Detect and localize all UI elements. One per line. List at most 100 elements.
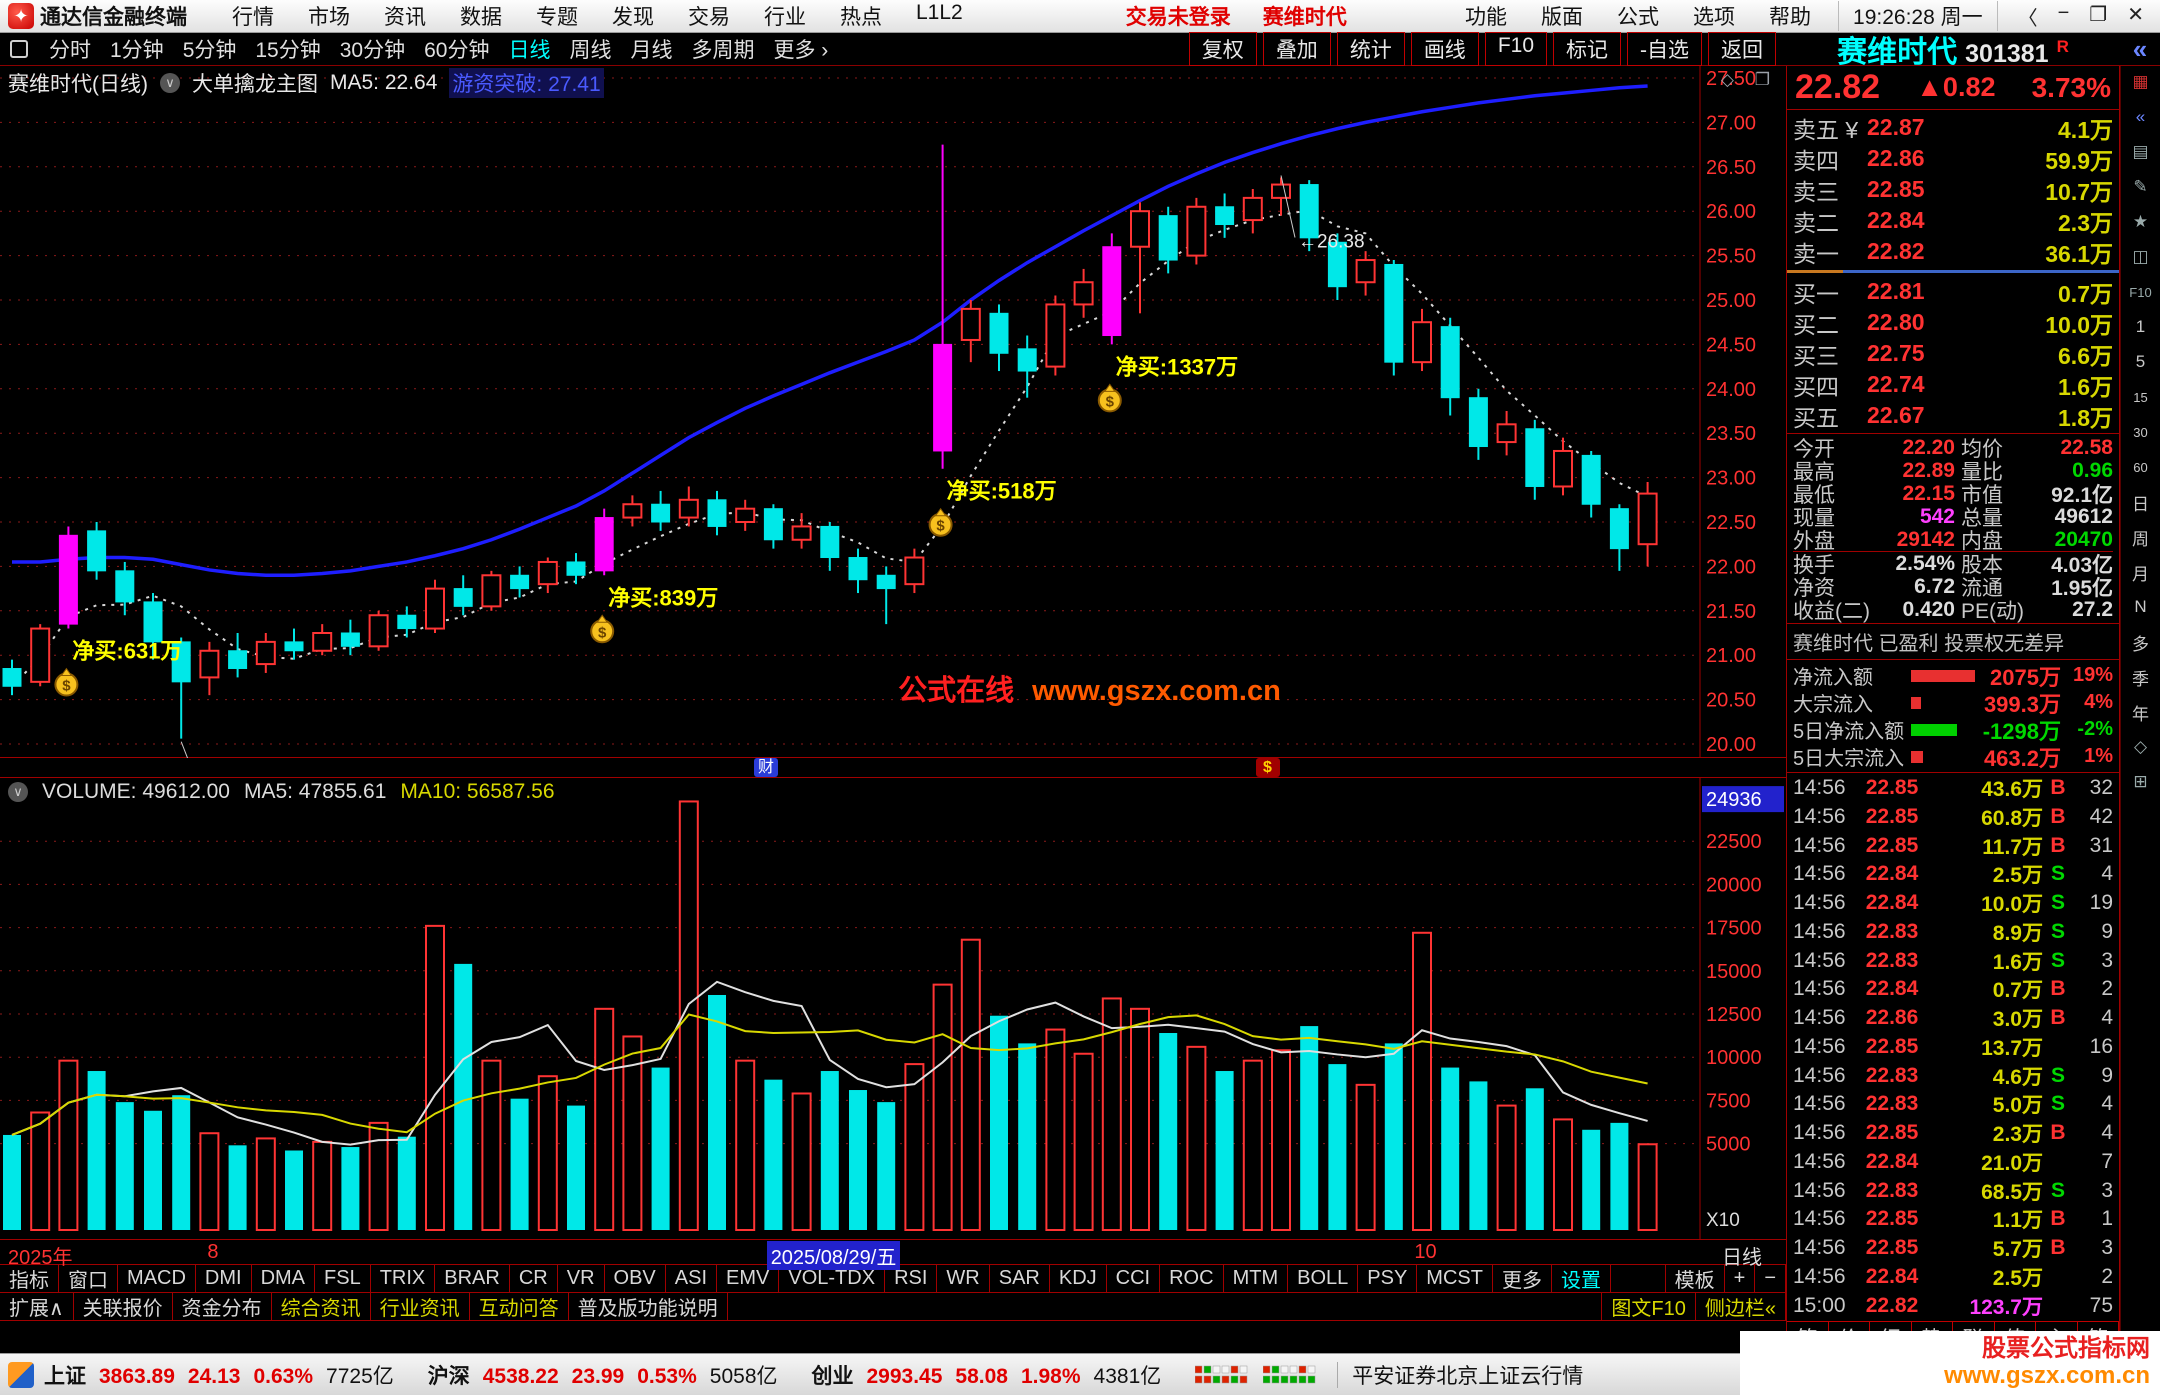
- minimize-button[interactable]: −: [2057, 1, 2070, 24]
- period-tab-0[interactable]: 分时: [49, 39, 91, 62]
- indicator-tab-ASI[interactable]: ASI: [664, 1265, 718, 1292]
- toolbar-button-4[interactable]: F10: [1484, 32, 1547, 66]
- menu-right-item-1[interactable]: 版面: [1541, 6, 1584, 29]
- f10-shortcut[interactable]: F10: [2129, 284, 2152, 300]
- toolbar-button-0[interactable]: 复权: [1188, 32, 1257, 66]
- indicator-tab-SAR[interactable]: SAR: [988, 1265, 1050, 1292]
- info-tab-图文F10[interactable]: 图文F10: [1601, 1293, 1696, 1320]
- period-tab-10[interactable]: 更多 ›: [773, 39, 829, 62]
- indicator-tab-DMI[interactable]: DMI: [194, 1265, 252, 1292]
- toolbar-button-7[interactable]: 返回: [1708, 32, 1776, 66]
- status-logo-icon[interactable]: [8, 1361, 34, 1388]
- toolbar-button-5[interactable]: 标记: [1553, 32, 1621, 66]
- period-tab-9[interactable]: 多周期: [691, 39, 755, 62]
- indicator-tab-CCI[interactable]: CCI: [1105, 1265, 1161, 1292]
- menu-item-5[interactable]: 发现: [612, 6, 654, 29]
- period-1min[interactable]: 1: [2135, 317, 2146, 336]
- window-mode-icon[interactable]: [10, 40, 28, 58]
- period-5min[interactable]: 5: [2135, 352, 2146, 371]
- toolbar-button-1[interactable]: 叠加: [1262, 32, 1331, 66]
- indicator-tab-MCST[interactable]: MCST: [1416, 1265, 1493, 1292]
- period-quarter[interactable]: 季: [2132, 669, 2149, 689]
- period-60min[interactable]: 60: [2133, 459, 2148, 475]
- menu-item-2[interactable]: 资讯: [384, 6, 426, 29]
- chevron-down-icon[interactable]: ∨: [160, 73, 180, 93]
- diamond-icon[interactable]: ◇: [2133, 737, 2148, 756]
- date-axis[interactable]: 2025年 8 10 2025/08/29/五 日线: [0, 1240, 1786, 1270]
- doc-icon[interactable]: ▤: [2132, 142, 2149, 161]
- period-tab-4[interactable]: 30分钟: [339, 39, 406, 62]
- period-tab-7[interactable]: 周线: [569, 39, 612, 62]
- menu-item-7[interactable]: 行业: [764, 6, 806, 29]
- period-15min[interactable]: 15: [2133, 389, 2148, 405]
- indicator-tab-CR[interactable]: CR: [508, 1265, 558, 1292]
- info-tab-互动问答[interactable]: 互动问答: [468, 1293, 569, 1320]
- event-marker-财[interactable]: 财: [754, 758, 778, 777]
- menu-item-8[interactable]: 热点: [840, 6, 882, 29]
- volume-chart[interactable]: 5000 7500 10000 12500 15000 17500 20000 22500 24…: [0, 778, 1786, 1240]
- period-tab-1[interactable]: 1分钟: [110, 39, 164, 62]
- menu-alert-1[interactable]: 赛维时代: [1262, 6, 1347, 29]
- restore-button[interactable]: ❐: [2089, 3, 2108, 26]
- toolbar-button-2[interactable]: 统计: [1336, 32, 1405, 66]
- indicator-tab-BRAR[interactable]: BRAR: [434, 1265, 510, 1292]
- menu-right-item-3[interactable]: 选项: [1693, 6, 1736, 29]
- info-tab-侧边栏«[interactable]: 侧边栏«: [1694, 1293, 1786, 1320]
- info-tab-行业资讯[interactable]: 行业资讯: [369, 1293, 470, 1320]
- price-chart-panel[interactable]: 赛维时代(日线) ∨ 大单擒龙主图 MA5: 22.64 游资突破: 27.41…: [0, 66, 1786, 788]
- sidebar-collapse-arrow-icon[interactable]: «: [2132, 33, 2148, 64]
- info-tab-扩展∧[interactable]: 扩展∧: [0, 1293, 74, 1320]
- period-multi[interactable]: 多: [2132, 634, 2149, 654]
- menu-item-4[interactable]: 专题: [536, 6, 578, 29]
- template-tab[interactable]: 模板: [1664, 1265, 1725, 1292]
- info-tab-关联报价[interactable]: 关联报价: [72, 1293, 173, 1320]
- indicator-tab-MTM[interactable]: MTM: [1222, 1265, 1289, 1292]
- period-30min[interactable]: 30: [2133, 424, 2148, 440]
- indicator-tab-TRIX[interactable]: TRIX: [369, 1265, 436, 1292]
- menu-item-3[interactable]: 数据: [460, 6, 502, 29]
- diamond-corner-icon[interactable]: ◇: [1720, 70, 1734, 89]
- candlestick-chart[interactable]: 27.50 27.00 26.50 26.00 25.50 25.00 24.50 24.00…: [0, 66, 1786, 788]
- period-tab-3[interactable]: 15分钟: [255, 39, 321, 62]
- indicator-tab-WR[interactable]: WR: [936, 1265, 990, 1292]
- remove-pane-button[interactable]: −: [1754, 1265, 1786, 1292]
- menu-right-item-0[interactable]: 功能: [1465, 6, 1508, 29]
- menu-grid-icon[interactable]: ▦: [2132, 72, 2149, 91]
- menu-alert-0[interactable]: 交易未登录: [1125, 6, 1231, 29]
- period-tab-2[interactable]: 5分钟: [182, 39, 237, 62]
- indicator-tab-设置[interactable]: 设置: [1550, 1265, 1611, 1292]
- indicator-tab-VR[interactable]: VR: [556, 1265, 605, 1292]
- menu-item-6[interactable]: 交易: [688, 6, 730, 29]
- indicator-tab-KDJ[interactable]: KDJ: [1048, 1265, 1107, 1292]
- indicator-tab-ROC[interactable]: ROC: [1159, 1265, 1224, 1292]
- close-button[interactable]: ✕: [2127, 3, 2144, 26]
- period-tab-6[interactable]: 日线: [508, 39, 551, 62]
- indicator-tab-BOLL[interactable]: BOLL: [1287, 1265, 1359, 1292]
- draw-icon[interactable]: ✎: [2133, 177, 2148, 196]
- menu-item-0[interactable]: 行情: [232, 6, 274, 29]
- indicator-tab-OBV[interactable]: OBV: [603, 1265, 666, 1292]
- info-tab-综合资讯[interactable]: 综合资讯: [270, 1293, 371, 1320]
- toolbar-button-3[interactable]: 画线: [1410, 32, 1479, 66]
- info-tab-普及版功能说明[interactable]: 普及版功能说明: [567, 1293, 728, 1320]
- period-month[interactable]: 月: [2132, 564, 2149, 584]
- info-tab-资金分布[interactable]: 资金分布: [171, 1293, 272, 1320]
- layout-icon[interactable]: ◫: [2132, 247, 2149, 266]
- indicator-tab-DMA[interactable]: DMA: [250, 1265, 316, 1292]
- menu-item-9[interactable]: L1L2: [916, 1, 963, 24]
- menu-item-1[interactable]: 市场: [308, 6, 350, 29]
- period-week[interactable]: 周: [2132, 529, 2149, 549]
- favorite-icon[interactable]: ★: [2132, 212, 2149, 231]
- back-button[interactable]: 〈: [2017, 7, 2038, 30]
- page-corner-icon[interactable]: ❐: [1754, 70, 1770, 89]
- indicator-tab-FSL[interactable]: FSL: [314, 1265, 371, 1292]
- volume-chart-panel[interactable]: ∨ VOLUME: 49612.00 MA5: 47855.61 MA10: 5…: [0, 778, 1786, 1240]
- collapse-sidebar-icon[interactable]: «: [2135, 107, 2146, 126]
- period-day[interactable]: 日: [2132, 494, 2149, 514]
- period-tab-8[interactable]: 月线: [630, 39, 673, 62]
- menu-right-item-4[interactable]: 帮助: [1769, 6, 1812, 29]
- period-year[interactable]: 年: [2132, 704, 2149, 724]
- event-marker-$[interactable]: $: [1255, 758, 1280, 777]
- period-tab-5[interactable]: 60分钟: [424, 39, 490, 62]
- chevron-down-icon[interactable]: ∨: [8, 782, 28, 802]
